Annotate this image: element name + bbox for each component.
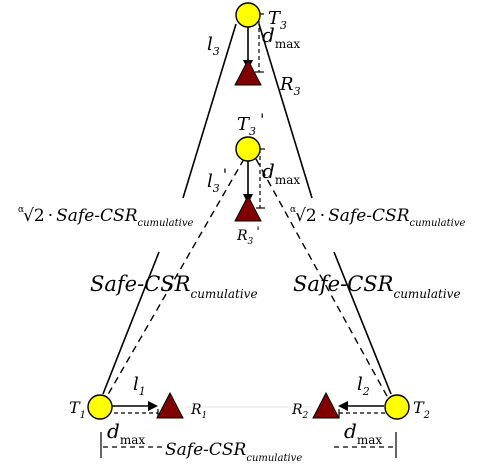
label-t3-prime: T3'	[237, 110, 264, 138]
label-t2: T2	[413, 398, 430, 421]
label-safe-csr-right: Safe-CSRcumulative	[293, 272, 461, 301]
edge-t3-left-upper	[182, 23, 237, 199]
label-dmax-t1: dmax	[107, 419, 145, 447]
transmitter-t2	[384, 394, 410, 420]
receiver-r1	[156, 391, 184, 419]
receiver-r3-prime	[234, 194, 262, 222]
edge-t3-right-upper	[258, 23, 313, 199]
label-r2: R2	[291, 402, 309, 421]
label-root-safe-csr-right: α√2 · Safe-CSRcumulative	[290, 205, 465, 229]
dashed-edge-left	[105, 158, 245, 399]
label-dmax-t3-prime: dmax	[262, 159, 300, 187]
transmitter-t3-prime	[235, 136, 261, 162]
label-dmax-t2: dmax	[344, 419, 382, 447]
label-l3-prime: l3'	[207, 165, 227, 195]
label-l3: l3	[207, 34, 220, 58]
label-safe-csr-bottom: Safe-CSRcumulative	[165, 440, 302, 464]
link-l2-arrowhead	[338, 401, 348, 411]
label-r1: R1	[190, 402, 207, 421]
label-r3-prime: R3'	[236, 225, 260, 247]
label-t1: T1	[69, 398, 86, 421]
edge-t1-left-lower	[102, 251, 160, 395]
label-dmax-t3: dmax	[262, 23, 300, 51]
label-l1: l1	[133, 374, 146, 398]
receiver-r3	[234, 58, 262, 86]
receiver-r2	[312, 391, 340, 419]
transmitter-t1	[87, 394, 113, 420]
label-r3: R3	[279, 74, 301, 98]
dashed-edge-right	[255, 158, 389, 399]
transmitter-t3	[235, 2, 261, 28]
label-l2: l2	[357, 374, 370, 398]
link-l1-arrowhead	[148, 401, 158, 411]
edge-t2-right-lower	[333, 251, 392, 395]
label-root-safe-csr-left: α√2 · Safe-CSRcumulative	[18, 205, 193, 229]
label-safe-csr-left: Safe-CSRcumulative	[90, 272, 258, 301]
label-t3: T3	[268, 8, 287, 32]
